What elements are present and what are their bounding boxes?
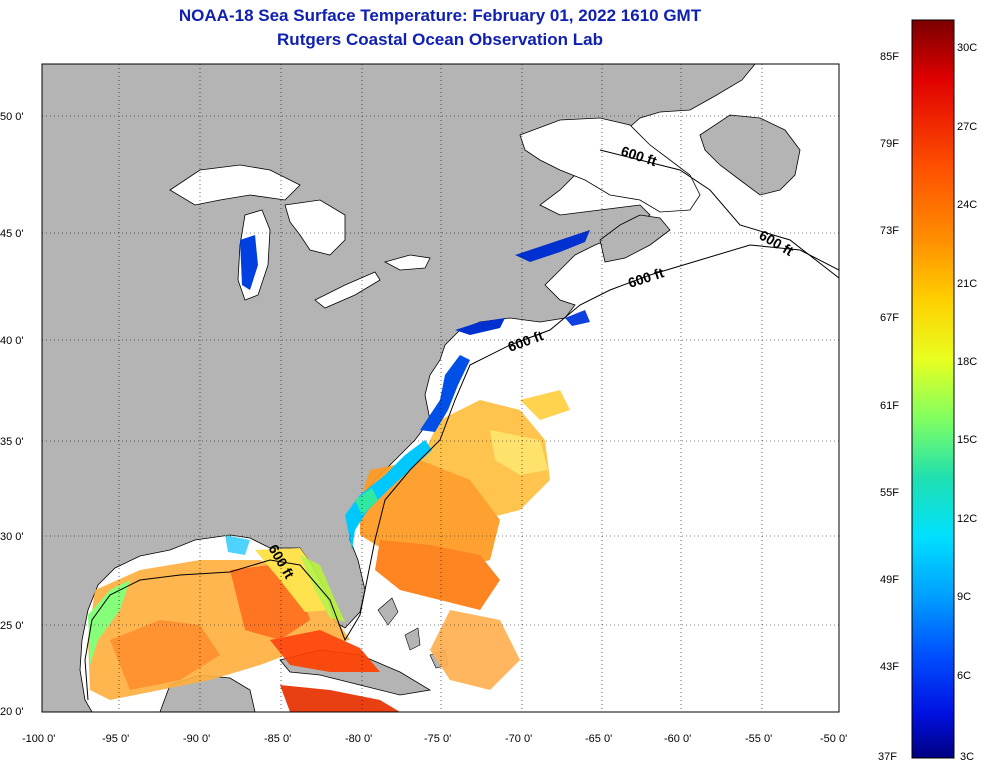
colorbar-c-label: 27C <box>957 121 977 133</box>
lat-tick-label: 40 0' <box>0 335 24 347</box>
colorbar-c-label: 15C <box>957 434 977 446</box>
colorbar-c-label: 21C <box>957 278 977 290</box>
lon-tick-label: -75 0' <box>424 733 451 745</box>
lake-huron <box>284 199 346 256</box>
lon-tick-label: -95 0' <box>102 733 129 745</box>
lake-erie <box>314 271 381 309</box>
colorbar-c-label: 24C <box>957 199 977 211</box>
colorbar-f-label: 37F <box>878 751 897 763</box>
lake-ontario <box>383 254 431 271</box>
latitude-axis: 50 0' 45 0' 40 0' 35 0' 30 0' 25 0' 20 0… <box>0 111 24 718</box>
gulf-st-lawrence <box>519 117 701 213</box>
colorbar-c-label: 6C <box>957 670 971 682</box>
colorbar-f-label: 73F <box>880 225 899 237</box>
depth-contour-600ft-north <box>599 149 839 279</box>
sst-gulf-of-mexico <box>88 535 400 712</box>
land-north-america <box>42 64 756 712</box>
lat-tick-label: 45 0' <box>0 228 24 240</box>
map-title: NOAA-18 Sea Surface Temperature: Februar… <box>178 6 702 25</box>
depth-contour-600ft <box>84 244 839 701</box>
colorbar-f-label: 49F <box>880 574 899 586</box>
lat-tick-label: 50 0' <box>0 111 24 123</box>
lon-tick-label: -60 0' <box>664 733 691 745</box>
colorbar-f-label: 79F <box>880 138 899 150</box>
colorbar-f-label: 43F <box>880 661 899 673</box>
colorbar-c-label: 30C <box>957 42 977 54</box>
lon-tick-label: -100 0' <box>22 733 55 745</box>
colorbar-c-label: 3C <box>960 751 974 763</box>
colorbar-celsius-labels: 30C 27C 24C 21C 18C 15C 12C 9C 6C 3C <box>957 42 977 763</box>
colorbar-c-label: 12C <box>957 513 977 525</box>
longitude-axis: -100 0' -95 0' -90 0' -85 0' -80 0' -75 … <box>22 733 847 745</box>
lon-tick-label: -55 0' <box>745 733 772 745</box>
lon-tick-label: -70 0' <box>505 733 532 745</box>
lat-tick-label: 30 0' <box>0 531 24 543</box>
colorbar-fahrenheit-labels: 85F 79F 73F 67F 61F 55F 49F 43F 37F <box>878 51 899 763</box>
lon-tick-label: -85 0' <box>264 733 291 745</box>
colorbar <box>911 19 955 759</box>
colorbar-f-label: 61F <box>880 400 899 412</box>
colorbar-c-label: 18C <box>957 356 977 368</box>
colorbar-c-label: 9C <box>957 591 971 603</box>
lon-tick-label: -65 0' <box>585 733 612 745</box>
land-nova-scotia <box>599 214 671 263</box>
lake-superior <box>169 164 301 206</box>
lat-tick-label: 25 0' <box>0 620 24 632</box>
lon-tick-label: -80 0' <box>345 733 372 745</box>
sst-coastal-cold <box>240 230 590 550</box>
map-frame <box>41 63 840 713</box>
colorbar-f-label: 67F <box>880 312 899 324</box>
lat-tick-label: 20 0' <box>0 706 24 718</box>
colorbar-f-label: 85F <box>880 51 899 63</box>
lon-tick-label: -90 0' <box>183 733 210 745</box>
lon-tick-label: -50 0' <box>820 733 847 745</box>
map-subtitle: Rutgers Coastal Ocean Observation Lab <box>277 30 603 49</box>
lat-tick-label: 35 0' <box>0 436 24 448</box>
land-newfoundland <box>699 114 801 196</box>
graticule <box>42 64 839 712</box>
colorbar-f-label: 55F <box>880 487 899 499</box>
